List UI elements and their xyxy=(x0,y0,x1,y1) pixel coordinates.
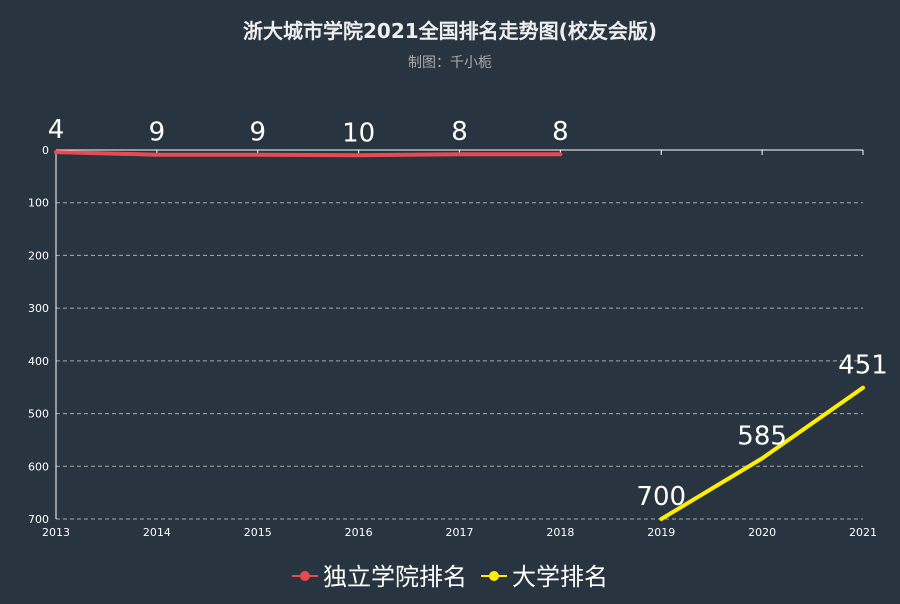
x-tick-label: 2020 xyxy=(748,526,776,539)
x-tick-label: 2015 xyxy=(244,526,272,539)
chart-subtitle: 制图：千小栀 xyxy=(408,55,492,71)
label-layer: 4 9 9 10 8 8 700 585 451 xyxy=(48,115,888,512)
data-label: 10 xyxy=(342,118,375,148)
x-tick-label: 2021 xyxy=(849,526,877,539)
data-label: 451 xyxy=(838,351,888,381)
data-label: 8 xyxy=(552,117,569,147)
y-tick-label: 100 xyxy=(28,197,49,210)
legend-marker xyxy=(300,571,310,581)
y-tick-label: 300 xyxy=(28,302,49,315)
data-label: 8 xyxy=(451,117,468,147)
data-label: 9 xyxy=(249,118,266,148)
data-label: 4 xyxy=(48,115,65,145)
legend-label: 独立学院排名 xyxy=(323,563,467,591)
data-label: 700 xyxy=(636,482,686,512)
grid-layer xyxy=(56,202,863,520)
data-label: 585 xyxy=(737,421,787,451)
y-tick-label: 500 xyxy=(28,408,49,421)
x-tick-label: 2017 xyxy=(446,526,474,539)
legend-item-1: 大学排名 xyxy=(481,563,608,591)
data-label: 9 xyxy=(149,118,166,148)
y-tick-label: 600 xyxy=(28,460,49,473)
legend-label: 大学排名 xyxy=(512,563,608,591)
chart-title: 浙大城市学院2021全国排名走势图(校友会版) xyxy=(243,19,657,43)
series-line-0 xyxy=(54,150,563,158)
x-tick-label: 2016 xyxy=(345,526,373,539)
series-line-1 xyxy=(659,385,865,521)
legend: 独立学院排名 大学排名 xyxy=(292,563,608,591)
y-tick-label: 400 xyxy=(28,355,49,368)
x-tick-label: 2014 xyxy=(143,526,171,539)
y-tick-label: 0 xyxy=(42,144,49,157)
legend-marker xyxy=(489,571,499,581)
series-layer xyxy=(54,150,865,521)
legend-item-0: 独立学院排名 xyxy=(292,563,467,591)
y-tick-label: 200 xyxy=(28,249,49,262)
y-tick-label: 700 xyxy=(28,513,49,526)
x-tick-label: 2018 xyxy=(546,526,574,539)
x-tick-label: 2019 xyxy=(647,526,675,539)
x-tick-label: 2013 xyxy=(42,526,70,539)
